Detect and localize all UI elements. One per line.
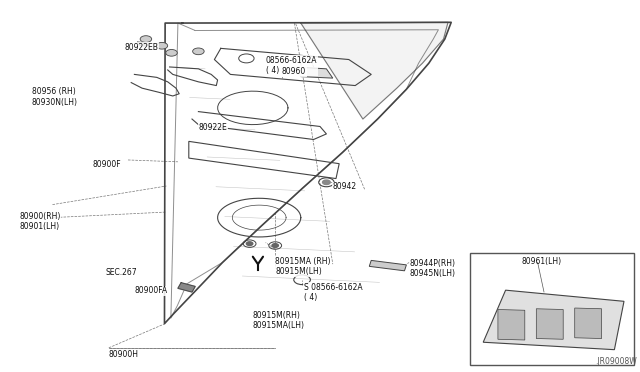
Text: SEC.267: SEC.267 [106, 268, 137, 277]
Text: 80956 (RH)
80930N(LH): 80956 (RH) 80930N(LH) [32, 87, 78, 107]
Polygon shape [575, 308, 602, 339]
Text: 80915M(RH)
80915MA(LH): 80915M(RH) 80915MA(LH) [253, 311, 305, 330]
Text: 80900H: 80900H [109, 350, 139, 359]
Polygon shape [498, 310, 525, 340]
Circle shape [166, 49, 177, 56]
Text: .JR09008W: .JR09008W [595, 357, 637, 366]
Text: 80900F: 80900F [93, 160, 122, 169]
Polygon shape [178, 283, 195, 292]
Circle shape [246, 242, 253, 246]
Text: S 08566-6162A
( 4): S 08566-6162A ( 4) [304, 283, 363, 302]
Circle shape [140, 36, 152, 42]
Circle shape [323, 180, 330, 185]
Text: 80942: 80942 [333, 182, 357, 191]
Polygon shape [536, 309, 563, 339]
Text: 80915MA (RH)
80915M(LH): 80915MA (RH) 80915M(LH) [275, 257, 331, 276]
Text: 80922EB: 80922EB [125, 43, 159, 52]
FancyBboxPatch shape [470, 253, 634, 365]
Text: 80900(RH)
80901(LH): 80900(RH) 80901(LH) [19, 212, 61, 231]
Polygon shape [483, 290, 624, 350]
Circle shape [193, 48, 204, 55]
Text: 80961(LH): 80961(LH) [522, 257, 562, 266]
Text: 08566-6162A
( 4): 08566-6162A ( 4) [266, 56, 317, 75]
Polygon shape [294, 67, 333, 78]
Text: 80900FA: 80900FA [134, 286, 168, 295]
Circle shape [272, 244, 278, 247]
Text: 80944P(RH)
80945N(LH): 80944P(RH) 80945N(LH) [410, 259, 456, 278]
Polygon shape [138, 42, 148, 46]
Polygon shape [301, 22, 448, 119]
Text: 80960: 80960 [282, 67, 306, 76]
Circle shape [156, 42, 168, 49]
Text: 80922E: 80922E [198, 123, 227, 132]
Polygon shape [369, 260, 406, 271]
